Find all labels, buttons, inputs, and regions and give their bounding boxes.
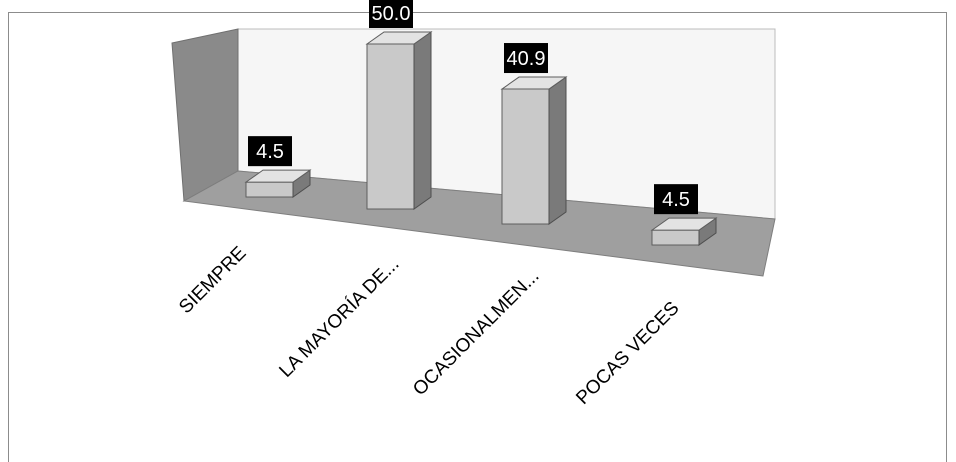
category-label-1: SIEMPRE <box>175 243 250 318</box>
bar-top <box>650 217 718 231</box>
bar-top <box>365 31 433 45</box>
data-label-box <box>248 136 292 167</box>
bar-side <box>548 76 567 225</box>
data-label-4: 4.5 <box>654 184 698 215</box>
data-label-box <box>504 43 548 74</box>
bar-front <box>366 43 415 210</box>
data-label-1: 4.5 <box>248 136 292 167</box>
bar-side <box>413 31 432 210</box>
data-label-text: 4.5 <box>256 141 284 163</box>
category-label-4: POCAS VECES <box>572 298 683 409</box>
bar-2 <box>365 31 433 210</box>
data-label-box <box>654 184 698 215</box>
bar-top <box>500 76 568 90</box>
side-wall <box>171 28 239 202</box>
floor <box>182 170 776 277</box>
category-labels-group: SIEMPRE LA MAYORÍA DE... OCASIONALMEN... PO… <box>175 243 683 409</box>
bar-3 <box>500 76 568 225</box>
bar-front <box>501 88 550 225</box>
category-label-2: LA MAYORÍA DE... <box>275 254 403 382</box>
data-label-2: 50.0 <box>369 0 413 28</box>
bar-1 <box>244 169 312 198</box>
bars-group <box>244 31 718 246</box>
data-label-text: 4.5 <box>662 189 690 211</box>
bar-front <box>245 181 294 198</box>
data-label-3: 40.9 <box>504 43 548 74</box>
bar-4 <box>650 217 718 246</box>
category-label-3: OCASIONALMEN... <box>409 266 543 400</box>
bar-top <box>244 169 312 183</box>
bar-front <box>651 229 700 246</box>
data-labels-group: 4.5 50.0 40.9 4.5 <box>248 0 698 215</box>
data-label-text: 40.9 <box>507 48 546 70</box>
data-label-text: 50.0 <box>372 3 411 25</box>
data-label-box <box>369 0 413 28</box>
